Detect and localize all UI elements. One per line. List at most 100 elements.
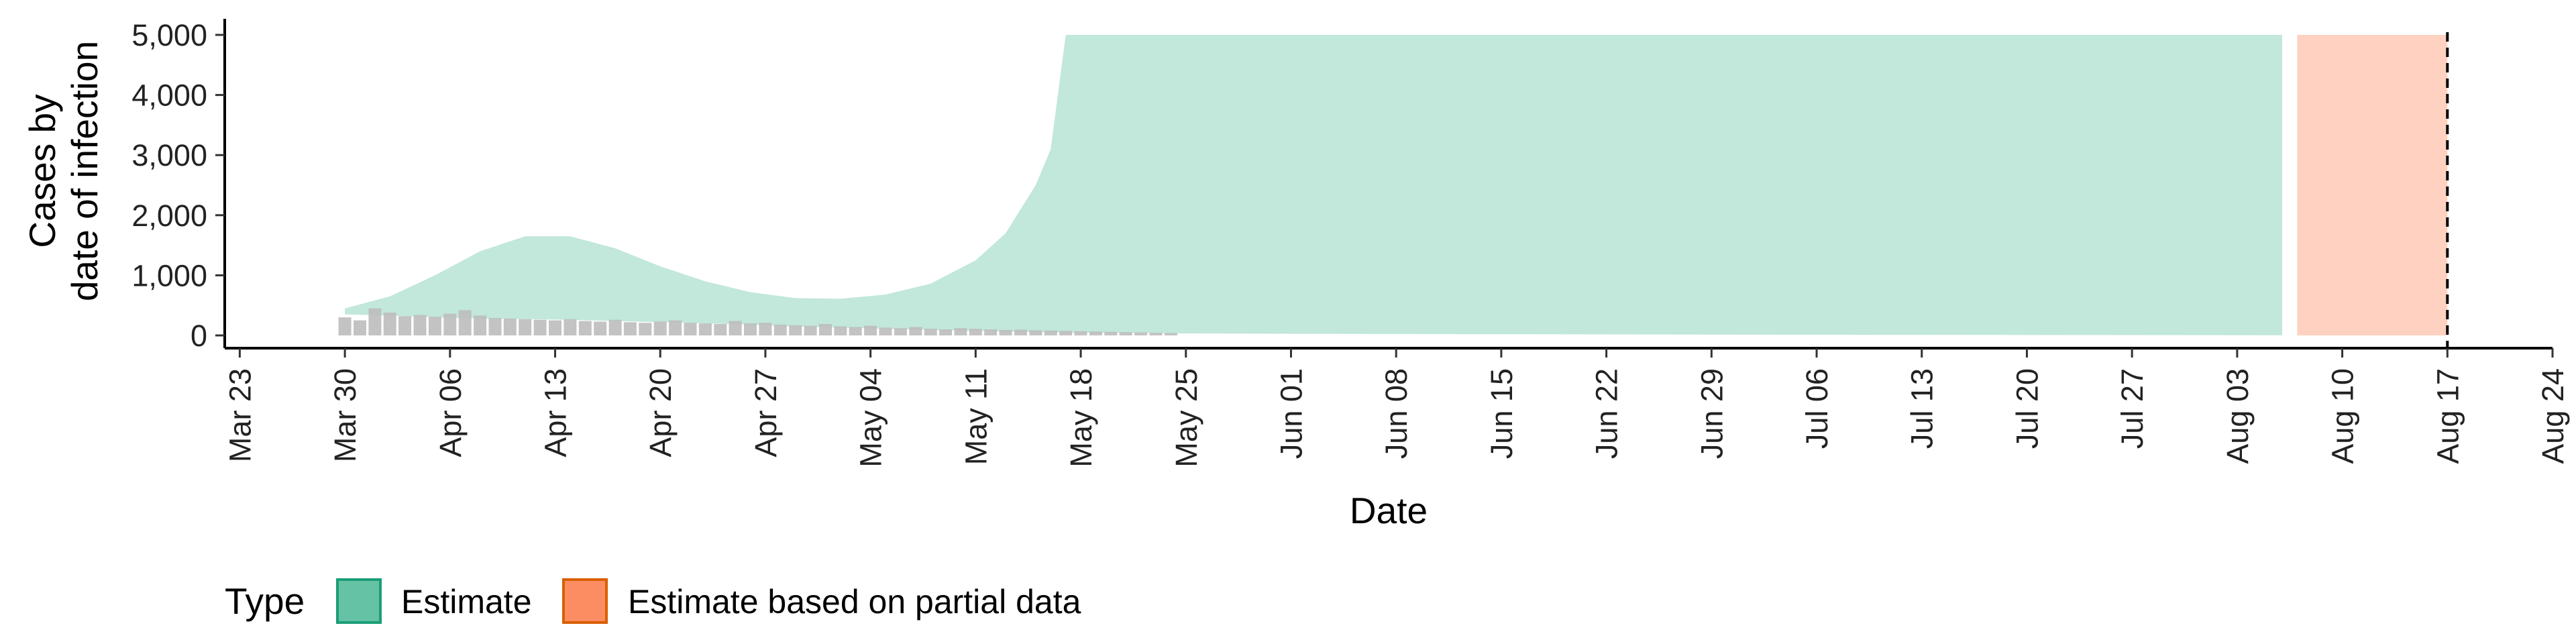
reported-cases-bar — [458, 310, 472, 335]
reported-cases-bar — [1074, 331, 1087, 335]
reported-cases-bar — [413, 315, 427, 335]
x-tick-label: May 18 — [1064, 368, 1098, 468]
reported-cases-bar — [1149, 333, 1163, 335]
reported-cases-bar — [698, 323, 712, 335]
x-tick-label: Jul 27 — [2115, 368, 2149, 449]
y-axis-title-line-1: Cases by — [21, 94, 63, 248]
reported-cases-bar — [834, 326, 847, 335]
x-tick-label: Jun 08 — [1379, 368, 1413, 459]
reported-cases-bar — [1134, 332, 1148, 335]
x-tick-label: Jun 22 — [1590, 368, 1624, 459]
x-tick-label: Apr 06 — [433, 368, 468, 458]
reported-cases-bar — [684, 323, 697, 335]
legend-label-estimate: Estimate — [401, 583, 532, 621]
reported-cases-bar — [849, 327, 862, 335]
y-axis-title: Cases by date of infection — [21, 41, 105, 301]
legend: Type Estimate Estimate based on partial … — [225, 578, 1081, 624]
x-tick-label: Jul 13 — [1905, 368, 1939, 449]
reported-cases-bar — [533, 319, 547, 335]
reported-cases-bar — [669, 320, 682, 335]
reported-cases-bar — [623, 322, 637, 335]
x-tick-label: Jun 15 — [1485, 368, 1519, 459]
reported-cases-bar — [639, 323, 652, 335]
x-tick-label: Jun 01 — [1275, 368, 1309, 459]
reported-cases-bar — [939, 329, 953, 335]
reported-cases-bar — [354, 320, 366, 335]
reported-cases-bar — [474, 315, 487, 335]
reported-cases-bar — [488, 318, 502, 335]
reported-cases-bar — [1104, 331, 1118, 335]
reported-cases-bar — [924, 329, 937, 335]
reported-cases-bar — [653, 321, 667, 335]
reported-cases-bar — [773, 324, 787, 335]
legend-swatch-partial — [562, 578, 608, 624]
reported-cases-bar — [789, 325, 802, 335]
x-tick-label: Mar 30 — [328, 368, 362, 462]
reported-cases-bar — [864, 325, 877, 335]
reported-cases-bar — [1089, 331, 1102, 335]
band-estimate — [345, 35, 2282, 335]
x-tick-label: Mar 23 — [223, 368, 257, 462]
reported-cases-bar — [744, 323, 757, 335]
y-axis-title-line-2: date of infection — [64, 41, 105, 301]
x-tick-label: Aug 03 — [2220, 368, 2255, 464]
reported-cases-bar — [1029, 330, 1042, 335]
reported-cases-bar — [759, 323, 772, 335]
x-tick-label: Apr 27 — [749, 368, 783, 458]
x-tick-label: May 04 — [854, 368, 888, 468]
reported-cases-bar — [894, 328, 907, 335]
x-tick-label: Aug 10 — [2326, 368, 2360, 464]
reported-cases-bar — [804, 325, 817, 335]
legend-swatch-estimate — [336, 578, 382, 624]
x-tick-label: May 25 — [1169, 368, 1203, 468]
reported-cases-bar — [503, 318, 517, 335]
bands-layer — [345, 35, 2448, 335]
x-tick-label: Jul 06 — [1800, 368, 1834, 449]
reported-cases-bar — [1164, 333, 1177, 335]
reported-cases-bar — [1059, 331, 1073, 335]
reported-cases-bar — [969, 329, 982, 335]
y-tick-label: 0 — [191, 319, 207, 353]
reported-cases-bar — [714, 324, 727, 335]
y-tick-label: 5,000 — [131, 18, 207, 52]
y-tick-label: 3,000 — [131, 138, 207, 172]
band-partial-data — [2297, 35, 2448, 335]
x-axis-title: Date — [1350, 490, 1428, 531]
reported-cases-bar — [428, 317, 441, 335]
reported-cases-bar — [338, 317, 352, 335]
reported-cases-bar — [443, 313, 457, 335]
reported-cases-bar — [519, 319, 532, 335]
y-tick-label: 2,000 — [131, 199, 207, 233]
reported-cases-bar — [1014, 329, 1027, 335]
reported-cases-bar — [594, 321, 607, 335]
x-tick-label: May 11 — [959, 368, 993, 465]
reported-cases-bar — [608, 319, 622, 335]
reported-cases-bar — [383, 313, 396, 335]
reported-cases-bar — [954, 328, 967, 335]
legend-title: Type — [225, 580, 305, 622]
x-tick-label: Jun 29 — [1695, 368, 1729, 459]
reported-cases-bar — [729, 321, 742, 335]
y-tick-label: 4,000 — [131, 78, 207, 113]
reported-cases-bar — [1044, 330, 1057, 335]
x-tick-label: Aug 17 — [2430, 368, 2465, 464]
reported-cases-bar — [819, 324, 832, 335]
reported-cases-bar — [984, 329, 998, 335]
reported-cases-bar — [368, 308, 382, 335]
y-ticks: 0 1,000 2,000 3,000 4,000 5,000 — [131, 18, 225, 353]
reported-cases-bar — [999, 329, 1012, 335]
reported-cases-bar — [879, 327, 892, 335]
reported-cases-bar — [564, 319, 577, 335]
reported-cases-bar — [1119, 332, 1132, 335]
bars-layer — [338, 308, 1177, 335]
reported-cases-bar — [398, 316, 412, 335]
x-ticks: Mar 23 Mar 30 Apr 06 Apr 13 Apr 20 Apr 27 May … — [223, 348, 2570, 468]
x-tick-label: Aug 24 — [2536, 368, 2570, 464]
x-tick-label: Apr 20 — [643, 368, 678, 458]
reported-cases-bar — [909, 327, 922, 335]
reported-cases-bar — [578, 321, 592, 335]
x-tick-label: Jul 20 — [2010, 368, 2045, 449]
legend-label-partial: Estimate based on partial data — [628, 583, 1081, 621]
y-tick-label: 1,000 — [131, 258, 207, 292]
